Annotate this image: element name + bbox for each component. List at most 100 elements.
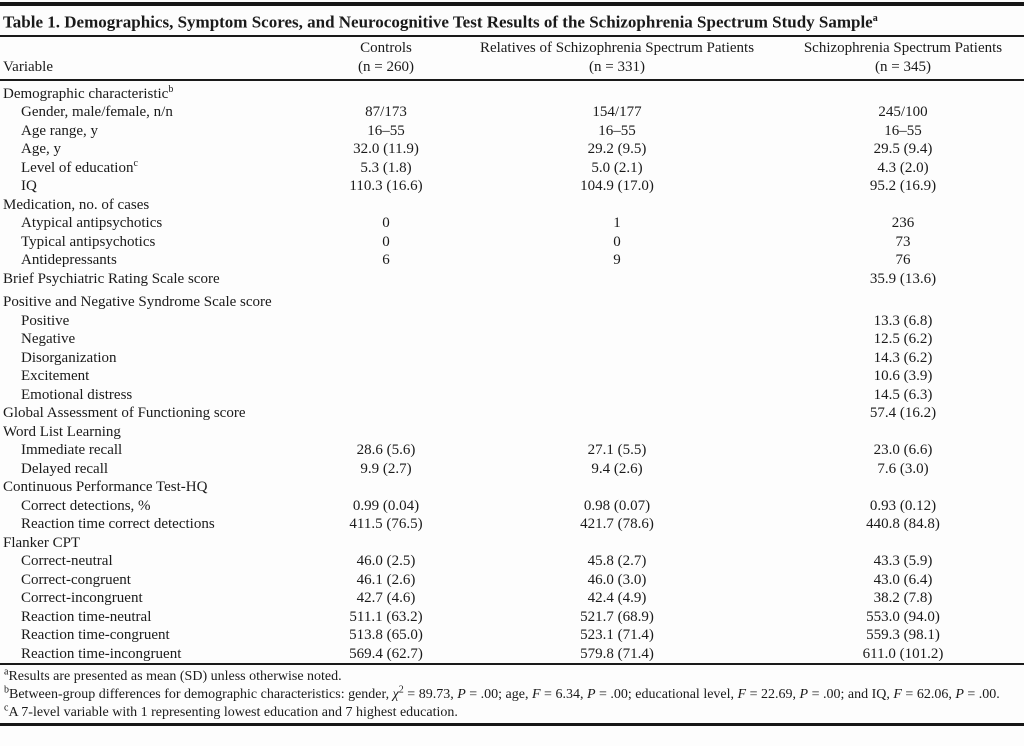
- value-cell: 0: [613, 233, 621, 250]
- footnote-c-marker: c: [4, 702, 9, 714]
- row-label-footnote-marker: b: [168, 83, 174, 95]
- footnote-b: bBetween-group differences for demograph…: [4, 684, 1000, 703]
- value-cell: 4.3 (2.0): [877, 159, 929, 176]
- value-cell: [320, 386, 452, 405]
- table-row: Demographic characteristicb: [0, 80, 1024, 104]
- value-cell: 87/173: [365, 104, 407, 121]
- footnote-a-marker: a: [4, 666, 9, 678]
- value-cell: [452, 288, 782, 312]
- row-label: Medication, no. of cases: [3, 196, 150, 213]
- value-cell: 104.9 (17.0): [580, 178, 654, 195]
- table-row: Correct detections, % 0.99 (0.04) 0.98 (0.…: [0, 497, 1024, 516]
- value-cell: 110.3 (16.6): [349, 178, 423, 195]
- column-header-patients: Schizophrenia Spectrum Patients (n = 345…: [782, 35, 1024, 81]
- row-label: Reaction time correct detections: [21, 516, 215, 533]
- value-cell: [452, 80, 782, 104]
- value-cell: [320, 312, 452, 331]
- table-row: Negative 12.5 (6.2): [0, 330, 1024, 349]
- value-cell: 38.2 (7.8): [873, 590, 933, 607]
- value-cell: 9.4 (2.6): [591, 460, 643, 477]
- table-row: Emotional distress 14.5 (6.3): [0, 386, 1024, 405]
- footnote-c-text: A 7-level variable with 1 representing l…: [8, 705, 458, 721]
- value-cell: 27.1 (5.5): [587, 442, 647, 459]
- value-cell: 14.3 (6.2): [873, 349, 933, 366]
- row-label: Demographic characteristicb: [3, 83, 174, 102]
- row-label: Age, y: [21, 141, 61, 158]
- value-cell: 73: [895, 233, 911, 250]
- value-cell: [782, 423, 1024, 442]
- table-row: Correct-neutral 46.0 (2.5) 45.8 (2.7) 43.3 …: [0, 552, 1024, 571]
- table-row: Global Assessment of Functioning score 57…: [0, 404, 1024, 423]
- value-cell: 421.7 (78.6): [580, 516, 654, 533]
- table-row: Medication, no. of cases: [0, 196, 1024, 215]
- row-label: Reaction time-neutral: [21, 608, 152, 625]
- row-label: Level of educationc: [21, 157, 138, 176]
- table-row: Antidepressants 6 9 76: [0, 251, 1024, 270]
- top-rule-bar: [0, 2, 1024, 6]
- row-label: Delayed recall: [21, 460, 109, 477]
- table-row: Age range, y 16–55 16–55 16–55: [0, 122, 1024, 141]
- value-cell: 16–55: [884, 122, 922, 139]
- value-cell: 0.93 (0.12): [869, 497, 937, 514]
- row-label: Typical antipsychotics: [21, 233, 156, 250]
- value-cell: 29.2 (9.5): [587, 141, 647, 158]
- column-header-relatives-n: (n = 331): [589, 58, 645, 75]
- table-row: Continuous Performance Test-HQ: [0, 478, 1024, 497]
- value-cell: 9: [613, 252, 621, 269]
- value-cell: 45.8 (2.7): [587, 553, 647, 570]
- footnote-a: aResults are presented as mean (SD) unle…: [4, 666, 1020, 686]
- value-cell: 32.0 (11.9): [353, 141, 419, 158]
- table-row: Correct-incongruent 42.7 (4.6) 42.4 (4.9) 3…: [0, 589, 1024, 608]
- value-cell: 43.3 (5.9): [873, 553, 933, 570]
- footnote-b-marker: b: [4, 684, 9, 696]
- value-cell: [320, 534, 452, 553]
- value-cell: 1: [613, 215, 621, 232]
- value-cell: [452, 386, 782, 405]
- value-cell: 579.8 (71.4): [580, 645, 654, 662]
- footnote-c: cA 7-level variable with 1 representing …: [4, 702, 1020, 722]
- value-cell: 440.8 (84.8): [866, 516, 940, 533]
- table-row: Level of educationc 5.3 (1.8) 5.0 (2.1) 4.3…: [0, 157, 1024, 178]
- value-cell: [320, 270, 452, 289]
- value-cell: 13.3 (6.8): [873, 312, 933, 329]
- row-label: IQ: [21, 178, 37, 195]
- row-label: Flanker CPT: [3, 534, 81, 551]
- value-cell: [320, 367, 452, 386]
- column-header-variable-label: Variable: [3, 58, 53, 75]
- value-cell: 43.0 (6.4): [873, 571, 933, 588]
- value-cell: [320, 196, 452, 215]
- table-row: Typical antipsychotics 0 0 73: [0, 233, 1024, 252]
- value-cell: 10.6 (3.9): [873, 368, 933, 385]
- row-label: Disorganization: [21, 349, 117, 366]
- value-cell: [782, 196, 1024, 215]
- table-row: Reaction time-neutral 511.1 (63.2) 521.7 (…: [0, 608, 1024, 627]
- value-cell: 46.0 (3.0): [587, 571, 647, 588]
- value-cell: [452, 330, 782, 349]
- bottom-rule-bar: [0, 723, 1024, 727]
- value-cell: 42.7 (4.6): [356, 590, 416, 607]
- value-cell: 46.0 (2.5): [356, 553, 416, 570]
- column-header-variable: Variable: [0, 35, 320, 81]
- value-cell: 0.98 (0.07): [583, 497, 651, 514]
- column-header-relatives-name: Relatives of Schizophrenia Spectrum Pati…: [479, 39, 755, 56]
- value-cell: 14.5 (6.3): [873, 386, 933, 403]
- row-label: Antidepressants: [21, 252, 117, 269]
- value-cell: [782, 478, 1024, 497]
- row-label: Continuous Performance Test-HQ: [3, 479, 208, 496]
- value-cell: [782, 534, 1024, 553]
- value-cell: 7.6 (3.0): [877, 460, 929, 477]
- table-row: Gender, male/female, n/n 87/173 154/177 245…: [0, 103, 1024, 122]
- row-label: Correct-congruent: [21, 571, 131, 588]
- table-row: Excitement 10.6 (3.9): [0, 367, 1024, 386]
- column-header-relatives: Relatives of Schizophrenia Spectrum Pati…: [452, 35, 782, 81]
- value-cell: 511.1 (63.2): [349, 608, 423, 625]
- row-label: Excitement: [21, 368, 90, 385]
- value-cell: [320, 423, 452, 442]
- value-cell: 6: [382, 252, 390, 269]
- column-header-patients-n: (n = 345): [875, 58, 931, 75]
- results-table: Variable Controls (n = 260) Relatives of…: [0, 34, 1024, 666]
- row-label: Positive and Negative Syndrome Scale sco…: [3, 294, 272, 311]
- footnotes: aResults are presented as mean (SD) unle…: [0, 665, 1024, 722]
- value-cell: 0: [382, 215, 390, 232]
- value-cell: 411.5 (76.5): [349, 516, 423, 533]
